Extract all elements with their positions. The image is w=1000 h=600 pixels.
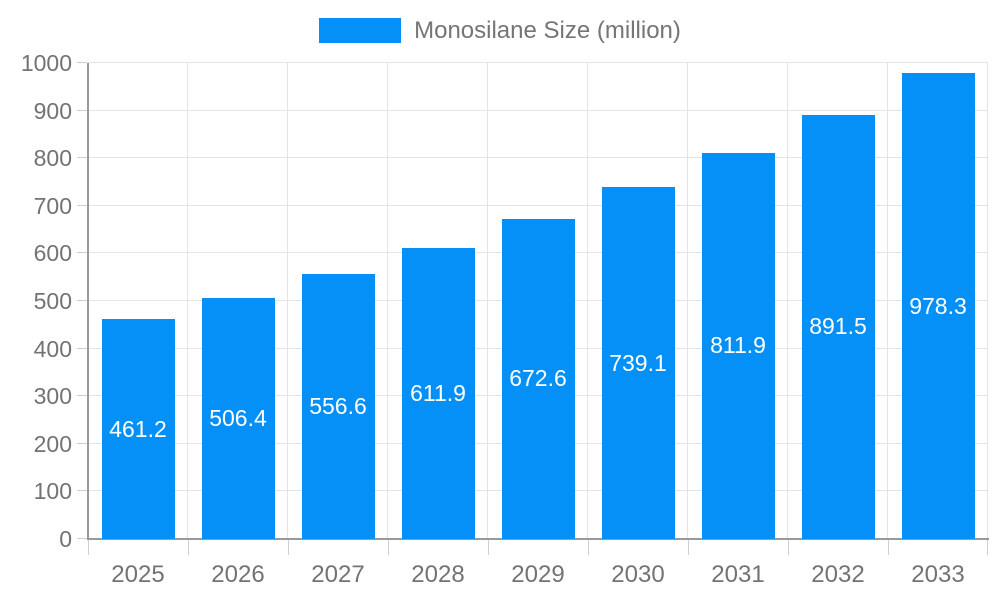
y-tick-label: 500 bbox=[33, 288, 72, 314]
x-axis-tick bbox=[888, 539, 889, 555]
y-gridline bbox=[88, 157, 988, 159]
x-gridline bbox=[987, 63, 988, 539]
x-tick-label: 2029 bbox=[511, 561, 565, 588]
bar: 461.2 bbox=[101, 319, 175, 539]
y-tick-label: 200 bbox=[33, 430, 72, 457]
bar-value-label: 556.6 bbox=[309, 393, 367, 420]
y-tick-label: 1000 bbox=[20, 50, 72, 76]
y-gridline bbox=[88, 62, 988, 63]
legend-label: Monosilane Size (million) bbox=[414, 17, 681, 44]
bar-value-label: 978.3 bbox=[909, 292, 967, 319]
x-tick-label: 2026 bbox=[211, 561, 265, 588]
x-gridline bbox=[287, 63, 288, 539]
x-axis-tick bbox=[88, 539, 89, 555]
y-axis-tick bbox=[77, 490, 87, 492]
x-gridline bbox=[387, 63, 388, 539]
y-axis-tick bbox=[77, 347, 87, 349]
y-tick-label: 300 bbox=[33, 383, 72, 410]
x-tick-label: 2033 bbox=[911, 561, 965, 588]
y-tick-label: 800 bbox=[33, 145, 72, 172]
y-gridline bbox=[88, 204, 988, 206]
y-axis-tick bbox=[77, 538, 87, 539]
x-tick-label: 2032 bbox=[811, 561, 865, 588]
x-axis-tick bbox=[188, 539, 189, 555]
bar: 978.3 bbox=[901, 73, 975, 539]
y-axis-tick bbox=[77, 300, 87, 301]
x-tick-label: 2031 bbox=[711, 561, 765, 588]
y-axis-tick bbox=[77, 252, 87, 254]
y-axis-line bbox=[87, 63, 89, 539]
y-axis-tick bbox=[77, 109, 87, 111]
bar: 611.9 bbox=[401, 247, 475, 539]
bar: 556.6 bbox=[301, 274, 375, 539]
x-gridline bbox=[487, 63, 488, 539]
bar: 739.1 bbox=[601, 187, 675, 539]
bar-value-label: 891.5 bbox=[809, 313, 867, 340]
bar-value-label: 672.6 bbox=[509, 365, 567, 392]
y-axis-tick bbox=[77, 204, 87, 206]
x-axis-tick bbox=[488, 539, 489, 555]
y-axis-tick bbox=[77, 442, 87, 444]
x-axis-tick bbox=[388, 539, 389, 555]
x-gridline bbox=[587, 63, 588, 539]
bar: 891.5 bbox=[801, 114, 875, 539]
bar-value-label: 611.9 bbox=[410, 379, 466, 406]
bar: 506.4 bbox=[201, 297, 275, 539]
x-axis-tick bbox=[288, 539, 289, 555]
y-tick-label: 900 bbox=[33, 97, 72, 124]
y-tick-label: 400 bbox=[33, 335, 72, 362]
x-tick-label: 2030 bbox=[611, 561, 665, 588]
x-gridline bbox=[187, 63, 188, 539]
y-gridline bbox=[88, 109, 988, 111]
y-axis-tick bbox=[77, 62, 87, 63]
y-tick-label: 700 bbox=[33, 192, 72, 219]
y-axis-tick bbox=[77, 395, 87, 397]
y-tick-label: 600 bbox=[33, 240, 72, 267]
y-axis-tick bbox=[77, 157, 87, 159]
x-axis-tick bbox=[688, 539, 689, 555]
bar: 672.6 bbox=[501, 218, 575, 539]
bar-value-label: 739.1 bbox=[609, 349, 667, 376]
bar-value-label: 506.4 bbox=[209, 404, 267, 431]
legend-swatch-icon bbox=[319, 18, 402, 43]
x-axis-tick bbox=[987, 539, 988, 555]
bar: 811.9 bbox=[701, 152, 775, 539]
bar-value-label: 811.9 bbox=[710, 332, 766, 359]
legend-item[interactable]: Monosilane Size (million) bbox=[0, 18, 1000, 43]
x-tick-label: 2027 bbox=[311, 561, 365, 588]
x-axis-line bbox=[87, 538, 989, 540]
x-tick-label: 2028 bbox=[411, 561, 465, 588]
plot-area: 0 100 200 300 400 500 600 700 800 900 1000 461.2 506… bbox=[21, 51, 989, 588]
x-tick-label: 2025 bbox=[111, 561, 165, 588]
x-gridline bbox=[687, 63, 688, 539]
x-gridline bbox=[787, 63, 788, 539]
x-axis-tick bbox=[588, 539, 589, 555]
y-tick-label: 0 bbox=[59, 526, 72, 552]
x-gridline bbox=[887, 63, 888, 539]
bar-value-label: 461.2 bbox=[109, 415, 167, 442]
y-tick-label: 100 bbox=[33, 478, 72, 505]
x-axis-tick bbox=[788, 539, 789, 555]
